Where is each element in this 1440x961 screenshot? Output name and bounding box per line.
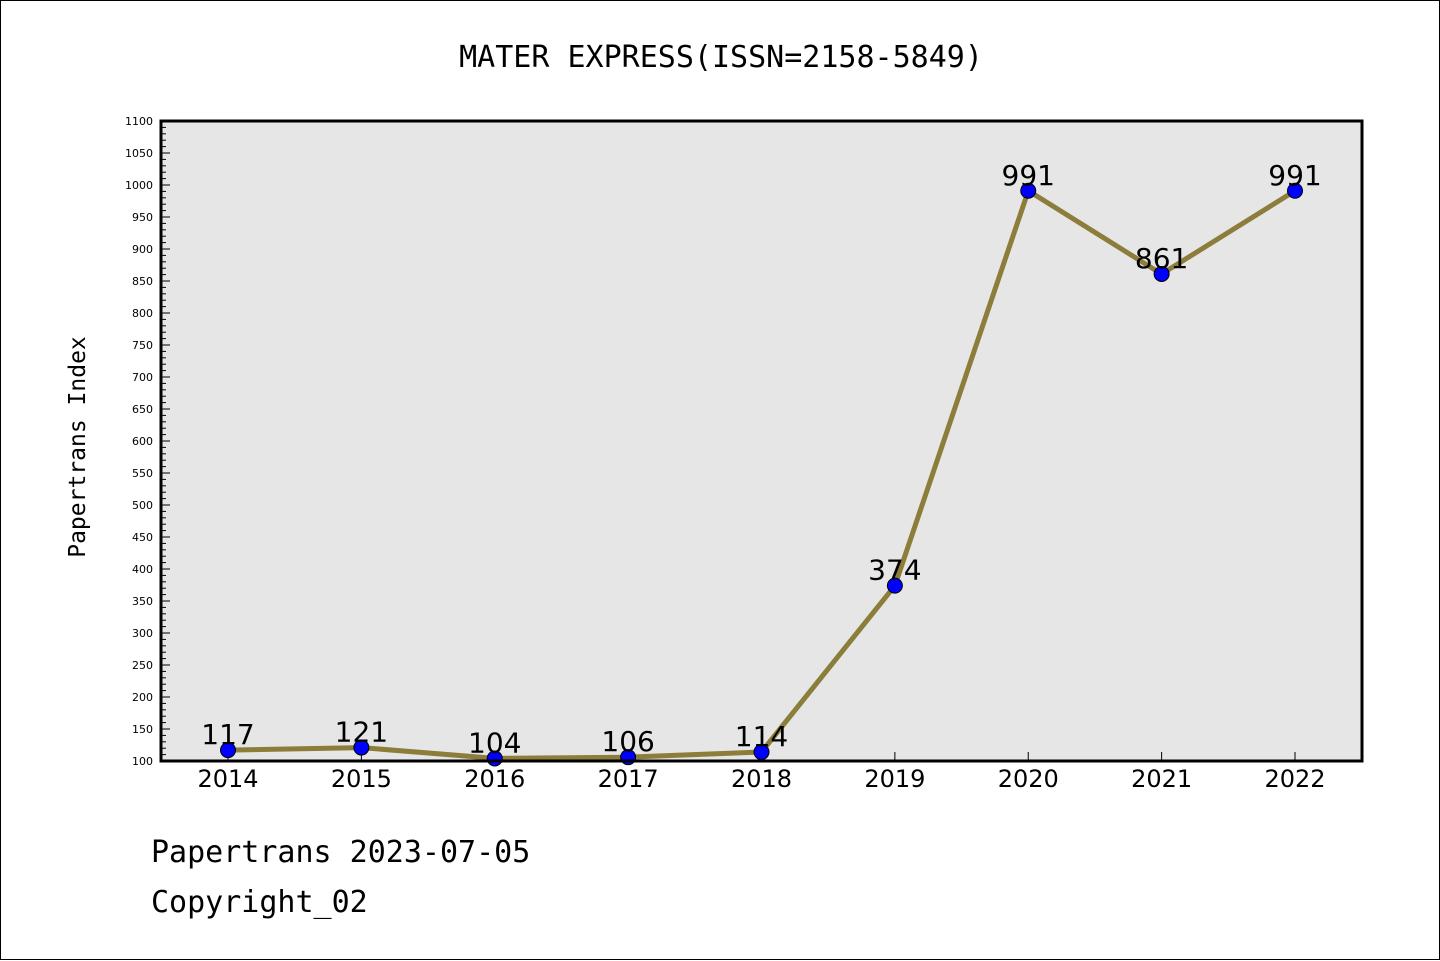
y-tick-label: 800 xyxy=(132,307,153,320)
y-tick-label: 250 xyxy=(132,659,153,672)
x-tick-label: 2021 xyxy=(1131,765,1192,793)
y-tick-label: 850 xyxy=(132,275,153,288)
data-point xyxy=(1020,182,1037,199)
plot-border xyxy=(159,119,1364,763)
data-label: 991 xyxy=(1268,159,1321,192)
x-tick-label: 2022 xyxy=(1264,765,1325,793)
x-tick-label: 2019 xyxy=(864,765,925,793)
x-tick-label: 2018 xyxy=(731,765,792,793)
y-tick-label: 300 xyxy=(132,627,153,640)
y-tick-label: 650 xyxy=(132,403,153,416)
y-tick-label: 100 xyxy=(132,755,153,768)
y-tick-label: 750 xyxy=(132,339,153,352)
data-labels: 117 121 104 106 114 374 991 861 991 xyxy=(201,159,1321,760)
x-tick-label: 2015 xyxy=(331,765,392,793)
data-markers xyxy=(220,182,1303,767)
chart-title: MATER EXPRESS(ISSN=2158-5849) xyxy=(459,40,983,75)
footer-copyright-line: Copyright_02 xyxy=(151,885,368,920)
data-point xyxy=(353,739,370,756)
y-tick-label: 700 xyxy=(132,371,153,384)
y-tick-label: 950 xyxy=(132,211,153,224)
y-tick-label: 200 xyxy=(132,691,153,704)
data-label: 117 xyxy=(201,718,254,751)
x-tick-label: 2014 xyxy=(197,765,258,793)
footer-date-line: Papertrans 2023-07-05 xyxy=(151,835,531,870)
x-axis-ticks: 2014 2015 2016 2017 2018 2019 2020 2021 2022 xyxy=(197,752,1326,793)
data-label: 374 xyxy=(868,554,921,587)
x-tick-label: 2020 xyxy=(998,765,1059,793)
plot-area xyxy=(161,121,1362,761)
y-tick-label: 500 xyxy=(132,499,153,512)
y-tick-label: 600 xyxy=(132,435,153,448)
data-point xyxy=(886,577,903,594)
data-label: 104 xyxy=(468,726,521,759)
y-tick-label: 550 xyxy=(132,467,153,480)
y-tick-label: 150 xyxy=(132,723,153,736)
x-tick-label: 2016 xyxy=(464,765,525,793)
y-axis-label: Papertrans Index xyxy=(65,336,91,558)
data-label: 861 xyxy=(1135,242,1188,275)
y-tick-label: 400 xyxy=(132,563,153,576)
data-point xyxy=(1153,265,1170,282)
y-tick-label: 450 xyxy=(132,531,153,544)
data-label: 106 xyxy=(601,725,654,758)
data-point xyxy=(220,742,236,759)
y-tick-label: 900 xyxy=(132,243,153,256)
data-label: 114 xyxy=(735,720,788,753)
data-label: 991 xyxy=(1002,159,1055,192)
x-tick-label: 2017 xyxy=(598,765,659,793)
y-tick-label: 1100 xyxy=(125,115,153,128)
y-tick-label: 1050 xyxy=(125,147,153,160)
y-tick-label: 350 xyxy=(132,595,153,608)
data-point xyxy=(1287,182,1303,199)
y-tick-label: 1000 xyxy=(125,179,153,192)
data-label: 121 xyxy=(335,716,388,749)
